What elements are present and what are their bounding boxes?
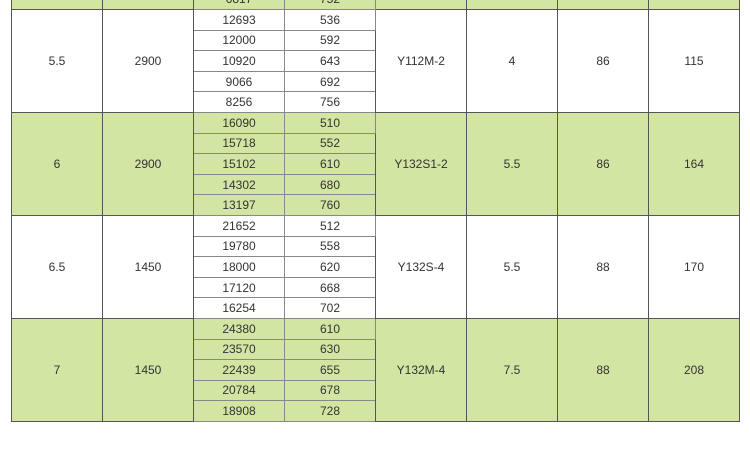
cell-flow: 13197 <box>193 194 285 216</box>
cell-flow: 16090 <box>193 111 285 134</box>
cell-head: 702 <box>284 297 376 319</box>
table-row: 12000 592 <box>12 29 740 52</box>
table-row: 16254 702 <box>12 297 740 319</box>
cell-head: 756 <box>284 91 376 113</box>
cell-model: Y132S-4 <box>375 214 467 319</box>
cell-efficiency: 86 <box>557 111 649 216</box>
cell-head: 655 <box>284 359 376 381</box>
table-row: 22439 655 <box>12 359 740 381</box>
cell-motor-kw <box>466 0 558 10</box>
cell-weight: 164 <box>648 111 740 216</box>
cell-power: 6.5 <box>11 214 103 319</box>
cell-weight <box>648 0 740 10</box>
cell-weight: 170 <box>648 214 740 319</box>
cell-efficiency <box>557 0 649 10</box>
cell-flow: 17120 <box>193 276 285 299</box>
table-row: 5.5 2900 12693 536 Y112M-2 4 86 115 <box>11 9 740 113</box>
cell-flow: 12000 <box>193 29 285 52</box>
table-row: 6.5 1450 21652 512 Y132S-4 5.5 88 170 <box>11 214 740 319</box>
cell-head: 643 <box>284 50 376 72</box>
cell-model: Y112M-2 <box>375 9 467 113</box>
cell-speed: 1450 <box>102 214 194 319</box>
cell-flow: 15718 <box>193 132 285 155</box>
cell-motor-kw: 4 <box>466 9 558 113</box>
cell-flow: 20784 <box>193 379 285 402</box>
cell-head: 610 <box>284 153 376 175</box>
table-row: 18908 728 <box>12 400 740 422</box>
cell-efficiency: 86 <box>557 9 649 113</box>
cell-motor-kw: 5.5 <box>466 111 558 216</box>
cell-head: 620 <box>284 256 376 278</box>
cell-weight: 208 <box>648 317 740 422</box>
table-row-partial: 6817 752 <box>11 0 740 10</box>
cell-weight: 115 <box>648 9 740 113</box>
table-row: 13197 760 <box>12 194 740 216</box>
cell-flow: 12693 <box>193 9 285 31</box>
cell-flow: 16254 <box>193 297 285 319</box>
cell-motor-kw: 7.5 <box>466 317 558 422</box>
table-row: 20784 678 <box>12 379 740 402</box>
cell-flow: 8256 <box>193 91 285 113</box>
cell-head: 592 <box>284 29 376 52</box>
cell-flow: 19780 <box>193 235 285 258</box>
table-row: 15718 552 <box>12 132 740 155</box>
cell-model <box>375 0 467 10</box>
table-row: 15102 610 <box>12 153 740 175</box>
fan-spec-table: 6817 752 5.5290012693536Y112M-2486115120… <box>11 0 740 422</box>
cell-efficiency: 88 <box>557 317 649 422</box>
cell-head: 558 <box>284 235 376 258</box>
cell-head: 552 <box>284 132 376 155</box>
cell-speed: 1450 <box>102 317 194 422</box>
spec-table-container: 6817 752 5.5290012693536Y112M-2486115120… <box>11 0 740 422</box>
cell-flow: 23570 <box>193 338 285 361</box>
cell-head: 728 <box>284 400 376 422</box>
table-row: 18000 620 <box>12 256 740 278</box>
cell-flow: 22439 <box>193 359 285 381</box>
cell-efficiency: 88 <box>557 214 649 319</box>
cell-head: 680 <box>284 173 376 196</box>
cell-power <box>11 0 103 10</box>
cell-power: 6 <box>11 111 103 216</box>
cell-head: 668 <box>284 276 376 299</box>
cell-speed: 2900 <box>102 111 194 216</box>
cell-flow: 18000 <box>193 256 285 278</box>
table-row: 9066 692 <box>12 70 740 93</box>
cell-model: Y132M-4 <box>375 317 467 422</box>
cell-power: 7 <box>11 317 103 422</box>
cell-flow: 15102 <box>193 153 285 175</box>
table-row: 7 1450 24380 610 Y132M-4 7.5 88 208 <box>11 317 740 422</box>
cell-speed: 2900 <box>102 9 194 113</box>
cell-flow: 14302 <box>193 173 285 196</box>
table-row: 14302 680 <box>12 173 740 196</box>
cell-flow: 9066 <box>193 70 285 93</box>
cell-speed <box>102 0 194 10</box>
cell-head: 536 <box>284 9 376 31</box>
cell-model: Y132S1-2 <box>375 111 467 216</box>
cell-head: 630 <box>284 338 376 361</box>
cell-head: 610 <box>284 317 376 340</box>
cell-head: 760 <box>284 194 376 216</box>
cell-power: 5.5 <box>11 9 103 113</box>
cell-motor-kw: 5.5 <box>466 214 558 319</box>
table-row: 6 2900 16090 510 Y132S1-2 5.5 86 164 <box>11 111 740 216</box>
cell-head: 692 <box>284 70 376 93</box>
table-row: 10920 643 <box>12 50 740 72</box>
table-row: 23570 630 <box>12 338 740 361</box>
cell-flow: 6817 <box>193 0 285 10</box>
cell-head: 512 <box>284 214 376 237</box>
cell-flow: 24380 <box>193 317 285 340</box>
cell-flow: 10920 <box>193 50 285 72</box>
cell-head: 752 <box>284 0 376 10</box>
cell-head: 510 <box>284 111 376 134</box>
table-row: 19780 558 <box>12 235 740 258</box>
cell-head: 678 <box>284 379 376 402</box>
cell-flow: 18908 <box>193 400 285 422</box>
cell-flow: 21652 <box>193 214 285 237</box>
